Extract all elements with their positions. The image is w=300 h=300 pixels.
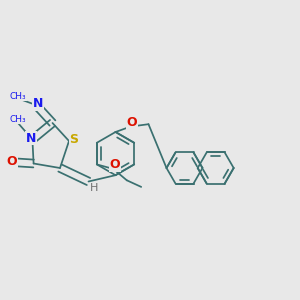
Text: N: N: [33, 97, 43, 110]
Text: S: S: [69, 133, 78, 146]
Text: CH₃: CH₃: [10, 92, 26, 100]
Text: H: H: [90, 183, 99, 193]
Text: N: N: [26, 132, 36, 145]
Text: O: O: [110, 158, 120, 172]
Text: O: O: [7, 155, 17, 168]
Text: O: O: [127, 116, 137, 129]
Text: CH₃: CH₃: [9, 115, 26, 124]
